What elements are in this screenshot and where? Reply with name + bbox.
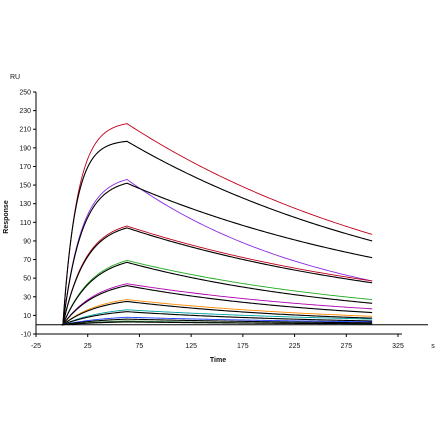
series-curve-9: [61, 285, 373, 326]
y-tick-label: 210: [19, 127, 31, 134]
x-tick-label: 225: [289, 343, 301, 350]
series-curve-6: [61, 260, 373, 326]
x-tick-label: 275: [340, 343, 352, 350]
y-axis-title: Response: [3, 200, 10, 234]
series-curve-2: [61, 178, 373, 326]
y-tick-label: 70: [23, 257, 31, 264]
series-curve-7: [61, 261, 373, 326]
series-curve-8: [61, 283, 373, 326]
y-tick-label: 190: [19, 145, 31, 152]
series-curve-3: [61, 182, 373, 326]
series-curve-1: [61, 140, 373, 326]
x-axis-title: Time: [210, 357, 226, 364]
axes: [33, 91, 428, 337]
y-tick-label: 170: [19, 164, 31, 171]
series-curve-14: [61, 316, 373, 326]
y-tick-label: -10: [21, 332, 31, 339]
y-tick-label: 90: [23, 238, 31, 245]
tick-labels: -10 10 30 50 70 90 110 130 150 170 190 210 230 250 -25…: [19, 90, 404, 351]
x-tick-label: 175: [237, 343, 249, 350]
y-tick-label: 50: [23, 276, 31, 283]
y-tick-label: 110: [20, 220, 31, 227]
series-curve-4: [61, 225, 373, 326]
series-curve-15: [61, 318, 373, 326]
plot-area: [61, 123, 373, 326]
y-tick-label: 30: [23, 294, 31, 301]
series-curve-13: [61, 311, 373, 326]
x-tick-label: 325: [392, 343, 404, 350]
y-tick-label: 10: [23, 313, 31, 320]
y-tick-label: 250: [19, 90, 31, 97]
series-curve-12: [61, 309, 373, 326]
series-curve-10: [61, 299, 373, 326]
x-tick-label: 75: [136, 343, 144, 350]
series-curve-5: [61, 227, 373, 326]
series-curve-11: [61, 300, 373, 326]
y-tick-label: 230: [19, 108, 31, 115]
y-unit-label: RU: [10, 74, 20, 81]
y-tick-label: 130: [19, 201, 31, 208]
x-tick-label: 25: [84, 343, 92, 350]
x-unit-label: s: [431, 343, 435, 350]
series-curve-0: [61, 123, 373, 326]
series-curve-17: [61, 321, 373, 326]
y-tick-label: 150: [19, 183, 31, 190]
x-tick-label: -25: [31, 343, 41, 350]
x-tick-label: 125: [185, 343, 197, 350]
